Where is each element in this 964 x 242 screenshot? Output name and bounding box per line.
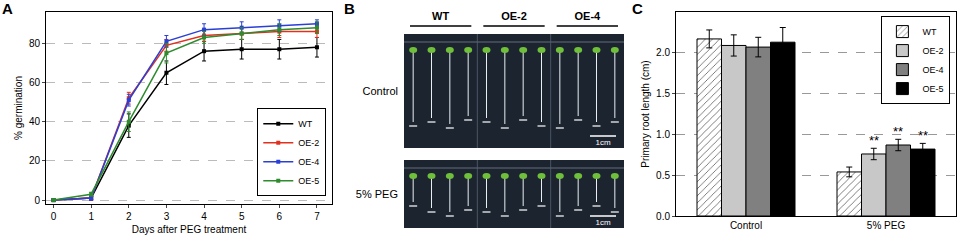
svg-text:5% PEG: 5% PEG bbox=[867, 220, 906, 231]
svg-text:6: 6 bbox=[277, 211, 283, 222]
html-text:C: C bbox=[632, 0, 643, 17]
svg-text:**: ** bbox=[918, 128, 928, 143]
svg-text:OE-2: OE-2 bbox=[922, 46, 943, 56]
svg-text:**: ** bbox=[893, 124, 903, 139]
svg-text:OE-5: OE-5 bbox=[922, 84, 943, 94]
svg-text:0.5: 0.5 bbox=[656, 170, 670, 181]
svg-text:60: 60 bbox=[29, 77, 41, 88]
svg-text:40: 40 bbox=[29, 116, 41, 127]
svg-text:2.0: 2.0 bbox=[656, 47, 670, 58]
svg-text:OE-4: OE-4 bbox=[922, 65, 943, 75]
svg-text:1cm: 1cm bbox=[595, 138, 610, 147]
svg-text:Control: Control bbox=[730, 220, 762, 231]
svg-text:1.5: 1.5 bbox=[656, 88, 670, 99]
svg-text:WT: WT bbox=[432, 10, 449, 22]
svg-text:OE-2: OE-2 bbox=[298, 138, 319, 148]
html-text:A: A bbox=[2, 0, 13, 17]
svg-text:1: 1 bbox=[88, 211, 94, 222]
svg-text:0.0: 0.0 bbox=[656, 211, 670, 222]
svg-text:5: 5 bbox=[239, 211, 245, 222]
svg-text:7: 7 bbox=[314, 211, 320, 222]
svg-text:% germination: % germination bbox=[13, 76, 24, 140]
svg-text:1.0: 1.0 bbox=[656, 129, 670, 140]
svg-text:1cm: 1cm bbox=[595, 218, 610, 227]
svg-text:5% PEG: 5% PEG bbox=[356, 188, 398, 200]
svg-text:OE-4: OE-4 bbox=[574, 10, 601, 22]
svg-text:Primary root length (cm): Primary root length (cm) bbox=[640, 60, 651, 167]
svg-text:WT: WT bbox=[922, 27, 936, 37]
svg-text:Days after PEG treatment: Days after PEG treatment bbox=[132, 224, 247, 235]
svg-text:WT: WT bbox=[298, 119, 312, 129]
svg-text:Control: Control bbox=[363, 85, 398, 97]
svg-text:20: 20 bbox=[29, 155, 41, 166]
svg-text:0: 0 bbox=[51, 211, 57, 222]
svg-text:4: 4 bbox=[201, 211, 207, 222]
svg-text:OE-2: OE-2 bbox=[501, 10, 527, 22]
svg-text:**: ** bbox=[869, 133, 879, 148]
svg-text:80: 80 bbox=[29, 38, 41, 49]
svg-text:3: 3 bbox=[164, 211, 170, 222]
svg-text:B: B bbox=[344, 0, 355, 17]
svg-text:2: 2 bbox=[126, 211, 132, 222]
svg-text:OE-5: OE-5 bbox=[298, 176, 319, 186]
svg-text:0: 0 bbox=[34, 195, 40, 206]
svg-text:OE-4: OE-4 bbox=[298, 157, 319, 167]
